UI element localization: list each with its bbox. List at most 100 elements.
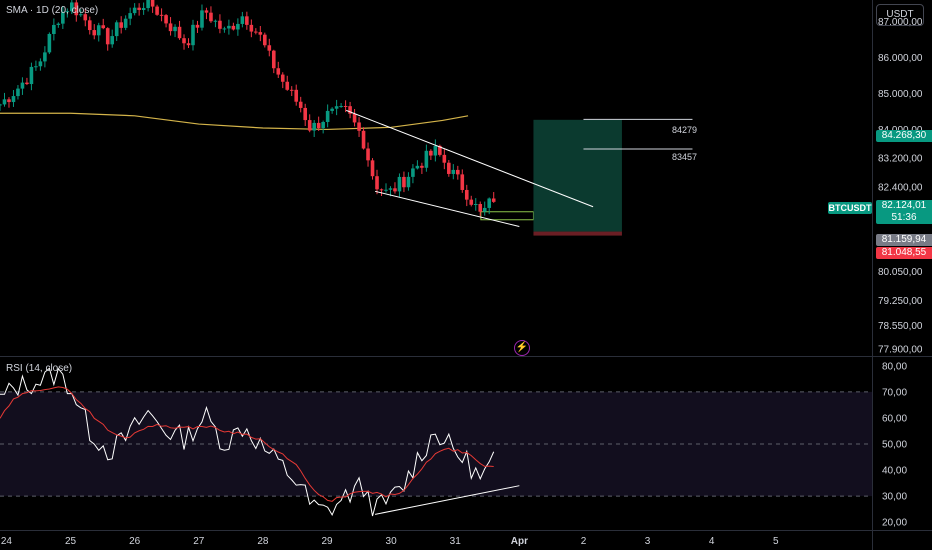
candle-body bbox=[258, 32, 263, 35]
candle-body bbox=[204, 10, 209, 13]
entry-price-value: 81.159,94 bbox=[881, 234, 927, 245]
candle-body bbox=[393, 188, 397, 192]
candle-body bbox=[159, 14, 164, 16]
rsi-tick-label: 80,00 bbox=[882, 361, 907, 372]
candle-body bbox=[231, 25, 236, 30]
candle-body bbox=[137, 7, 141, 10]
candle-body bbox=[56, 23, 61, 25]
candle-body bbox=[415, 165, 420, 169]
candle-body bbox=[128, 13, 132, 19]
time-tick-label: 31 bbox=[450, 536, 462, 547]
candle-body bbox=[447, 162, 451, 174]
candle-body bbox=[276, 68, 281, 75]
rsi-tick-label: 60,00 bbox=[882, 413, 907, 424]
symbol-tag[interactable]: BTCUSDT bbox=[828, 202, 872, 214]
candle-body bbox=[173, 26, 177, 32]
candle-body bbox=[236, 23, 240, 30]
candle-body bbox=[195, 24, 200, 28]
candle-body bbox=[70, 2, 74, 12]
candle-body bbox=[29, 66, 34, 85]
stop-zone bbox=[533, 231, 622, 236]
time-tick-label: Apr bbox=[511, 536, 528, 547]
profit-zone bbox=[533, 119, 622, 232]
candle-body bbox=[330, 108, 334, 111]
indicator-legend[interactable]: SMA · 1D (20, close) bbox=[6, 5, 99, 16]
rsi-tick-label: 40,00 bbox=[882, 466, 907, 477]
candle-body bbox=[38, 61, 43, 67]
candle-body bbox=[460, 174, 465, 190]
candle-body bbox=[177, 26, 182, 39]
candle-body bbox=[487, 198, 492, 208]
candle-body bbox=[352, 113, 357, 123]
target-label-2: 83457 bbox=[672, 152, 698, 162]
candle-body bbox=[101, 25, 106, 29]
rsi-tick-label: 70,00 bbox=[882, 387, 907, 398]
currency-selector[interactable]: USDT bbox=[876, 4, 924, 26]
candle-body bbox=[254, 31, 258, 33]
candle-body bbox=[334, 106, 339, 109]
candle-body bbox=[464, 189, 469, 200]
candle-body bbox=[370, 160, 375, 177]
rsi-ma-line bbox=[0, 386, 494, 502]
candle-body bbox=[110, 36, 115, 45]
candle-body bbox=[361, 130, 366, 149]
candle-body bbox=[105, 28, 110, 45]
candle-body bbox=[339, 105, 343, 107]
candle-body bbox=[379, 189, 384, 191]
rsi-layer bbox=[0, 367, 872, 517]
candle-body bbox=[123, 18, 128, 28]
candle-body bbox=[65, 11, 70, 13]
candle-body bbox=[397, 176, 402, 192]
candle-body bbox=[325, 110, 330, 122]
time-tick-label: 27 bbox=[193, 536, 205, 547]
drawing-layer bbox=[346, 109, 693, 228]
candle-body bbox=[289, 89, 294, 91]
candle-body bbox=[218, 20, 222, 29]
candle-body bbox=[11, 96, 16, 103]
candle-body bbox=[271, 50, 276, 69]
candle-body bbox=[307, 120, 312, 131]
position-zones bbox=[480, 119, 622, 236]
time-tick-label: 30 bbox=[386, 536, 398, 547]
candle-body bbox=[249, 24, 254, 32]
candle-body bbox=[2, 99, 7, 105]
candle-body bbox=[34, 66, 38, 68]
sma-layer bbox=[0, 112, 469, 131]
rsi-tick-label: 20,00 bbox=[882, 518, 907, 529]
rsi-trendline bbox=[374, 485, 520, 515]
candle-body bbox=[263, 34, 267, 46]
price-tick-label: 80.050,00 bbox=[878, 267, 923, 278]
candle-body bbox=[343, 105, 348, 107]
candle-body bbox=[312, 122, 316, 131]
lightning-icon[interactable]: ⚡ bbox=[514, 340, 530, 356]
candle-body bbox=[245, 16, 249, 25]
candle-body bbox=[420, 165, 424, 168]
rsi-tick-label: 30,00 bbox=[882, 492, 907, 503]
rsi-legend[interactable]: RSI (14, close) bbox=[6, 363, 73, 374]
candle-body bbox=[20, 82, 25, 89]
candle-body bbox=[267, 45, 272, 51]
candle-body bbox=[227, 25, 231, 29]
candle-body bbox=[411, 168, 415, 177]
candle-body bbox=[43, 52, 47, 62]
candle-body bbox=[191, 24, 195, 46]
price-tick-label: 82.400,00 bbox=[878, 182, 923, 193]
candle-body bbox=[478, 203, 483, 212]
channel-upper-line bbox=[346, 109, 594, 208]
candle-body bbox=[303, 107, 307, 121]
stop-price-value: 81.048,55 bbox=[881, 247, 927, 258]
candle-body bbox=[146, 0, 150, 9]
candle-body bbox=[16, 88, 20, 97]
entry-price-tag: 81.159,94 bbox=[876, 234, 932, 246]
candle-body bbox=[7, 99, 11, 103]
candle-body bbox=[240, 16, 245, 24]
candle-body bbox=[25, 82, 29, 85]
candle-body bbox=[482, 207, 487, 212]
candle-body bbox=[155, 6, 159, 15]
price-tick-label: 83.200,00 bbox=[878, 154, 923, 165]
target-label-1: 84279 bbox=[672, 125, 698, 135]
channel-lower-line bbox=[374, 190, 520, 228]
